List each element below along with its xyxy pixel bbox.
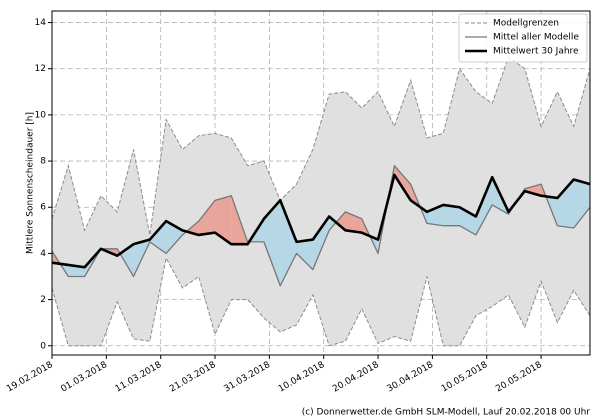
x-tick-label: 20.05.2018 — [494, 360, 544, 395]
legend-box — [458, 13, 588, 63]
y-tick-label: 12 — [35, 64, 46, 74]
y-tick-label: 10 — [35, 110, 47, 120]
y-axis-label: Mittlere Sonnenscheindauer [h] — [26, 112, 36, 254]
model-range-upper — [51, 56, 591, 236]
y-tick-label: 6 — [40, 203, 46, 213]
x-tick-label: 11.03.2018 — [114, 360, 164, 395]
difference-fill — [459, 207, 476, 235]
series-line — [51, 165, 591, 287]
difference-fill — [215, 195, 232, 245]
difference-fill — [296, 239, 313, 270]
x-tick-label: 20.04.2018 — [331, 360, 381, 395]
difference-fill — [475, 177, 493, 235]
x-tick-label: 19.02.2018 — [5, 360, 55, 395]
difference-fill — [443, 204, 460, 226]
plot-frame — [51, 10, 591, 356]
y-tick-label: 2 — [40, 295, 46, 305]
series-line — [51, 173, 591, 269]
y-tick-label: 4 — [40, 249, 46, 259]
y-tick-label: 0 — [40, 341, 46, 351]
difference-fill — [557, 179, 574, 229]
difference-fill — [263, 200, 281, 286]
legend-label: Modellgrenzen — [493, 19, 559, 29]
y-tick-label: 14 — [35, 18, 47, 28]
difference-fill — [524, 184, 542, 196]
x-tick-label: 10.05.2018 — [440, 360, 490, 395]
model-range-area — [52, 57, 590, 346]
difference-fill — [336, 211, 346, 231]
legend-label: Mittelwert 30 Jahre — [493, 47, 579, 57]
difference-fill — [198, 200, 216, 235]
x-tick-label: 10.04.2018 — [277, 360, 327, 395]
difference-fill — [149, 221, 167, 254]
x-tick-label: 30.04.2018 — [386, 360, 436, 395]
difference-fill — [312, 216, 330, 270]
difference-fill — [329, 216, 337, 231]
difference-fill — [345, 211, 362, 233]
source-note: (c) Donnerwetter.de GmbH SLM-Modell, Lau… — [302, 408, 591, 418]
difference-fill — [280, 200, 297, 286]
x-tick-label: 01.03.2018 — [59, 360, 109, 395]
legend-label: Mittel aller Modelle — [493, 33, 579, 43]
legend: Modellgrenzen Mittel aller Modelle Mittelw… — [458, 13, 588, 63]
y-tick-label: 8 — [40, 157, 46, 167]
difference-fill — [573, 179, 590, 229]
model-range-lower — [51, 256, 591, 347]
x-tick-label: 31.03.2018 — [222, 360, 272, 395]
x-tick-label: 21.03.2018 — [168, 360, 218, 395]
